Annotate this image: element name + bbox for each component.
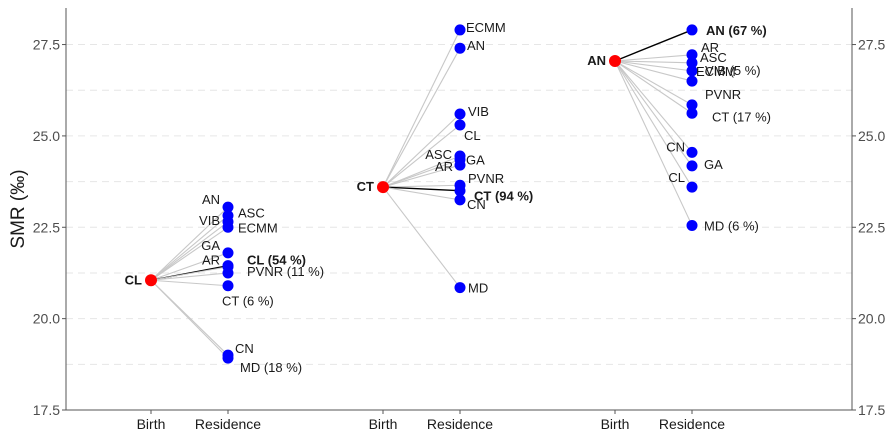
point-label: CT (17 %) — [712, 109, 771, 124]
link-line — [151, 280, 228, 285]
destination-point — [223, 247, 234, 258]
x-tick-label: Birth — [369, 416, 398, 432]
point-label: ECMM — [238, 220, 278, 235]
point-label: PVNR — [468, 171, 504, 186]
x-tick-label: Birth — [601, 416, 630, 432]
destination-point — [687, 220, 698, 231]
destination-point — [455, 24, 466, 35]
destination-point — [455, 108, 466, 119]
point-label: PVNR — [705, 87, 741, 102]
origin-label: AN — [587, 53, 606, 68]
x-tick-label: Residence — [427, 416, 493, 432]
point-label: VIB — [468, 104, 489, 119]
link-line — [615, 61, 692, 81]
y-tick-label-right: 27.5 — [858, 37, 885, 53]
point-label: GA — [201, 238, 220, 253]
link-line — [615, 61, 692, 187]
y-tick-label-right: 17.5 — [858, 402, 885, 418]
point-label: GA — [466, 153, 485, 168]
point-label: ECMM — [466, 20, 506, 35]
y-tick-label-left: 22.5 — [33, 219, 60, 235]
y-axis-title: SMR (‰) — [8, 169, 29, 248]
origin-point — [377, 181, 389, 193]
destination-point — [687, 108, 698, 119]
destination-point — [223, 280, 234, 291]
origin-label: CT — [357, 179, 374, 194]
point-label: MD — [468, 281, 488, 296]
point-label: CL — [464, 128, 481, 143]
link-line — [383, 185, 460, 187]
y-tick-label-right: 25.0 — [858, 128, 885, 144]
y-tick-label-left: 20.0 — [33, 311, 60, 327]
origin-point — [145, 274, 157, 286]
point-label: AR — [435, 159, 453, 174]
point-label: CN — [467, 197, 486, 212]
y-tick-label-left: 27.5 — [33, 37, 60, 53]
y-tick-label-left: 25.0 — [33, 128, 60, 144]
x-tick-label: Residence — [195, 416, 261, 432]
y-tick-label-right: 20.0 — [858, 311, 885, 327]
point-label: VIB — [199, 213, 220, 228]
x-tick-label: Birth — [137, 416, 166, 432]
link-line — [615, 30, 692, 61]
point-label: AR — [202, 253, 220, 268]
destination-point — [455, 43, 466, 54]
point-label: AN — [467, 38, 485, 53]
y-tick-label-left: 17.5 — [33, 402, 60, 418]
destination-point — [687, 147, 698, 158]
y-tick-label-right: 22.5 — [858, 219, 885, 235]
point-label: AN (67 %) — [706, 23, 767, 38]
destination-point — [455, 160, 466, 171]
point-label: CN — [235, 341, 254, 356]
destination-point — [687, 24, 698, 35]
link-line — [615, 61, 692, 105]
point-label: MD (6 %) — [704, 218, 759, 233]
destination-point — [223, 353, 234, 364]
point-label: PVNR (11 %) — [247, 264, 324, 279]
point-label: CL — [668, 170, 685, 185]
origin-point — [609, 55, 621, 67]
point-label: CN — [666, 139, 685, 154]
points — [145, 24, 698, 363]
links — [151, 30, 692, 358]
link-line — [151, 280, 228, 358]
destination-point — [455, 282, 466, 293]
destination-point — [455, 194, 466, 205]
x-tick-label: Residence — [659, 416, 725, 432]
point-label: AN — [202, 192, 220, 207]
point-label: ECMM — [696, 64, 736, 79]
destination-point — [687, 160, 698, 171]
point-label: MD (18 %) — [240, 360, 302, 375]
destination-point — [223, 267, 234, 278]
destination-point — [687, 182, 698, 193]
point-label: CT (6 %) — [222, 294, 274, 309]
point-label: GA — [704, 157, 723, 172]
point-label: ASC — [238, 206, 265, 221]
destination-point — [223, 222, 234, 233]
origin-label: CL — [125, 272, 142, 287]
